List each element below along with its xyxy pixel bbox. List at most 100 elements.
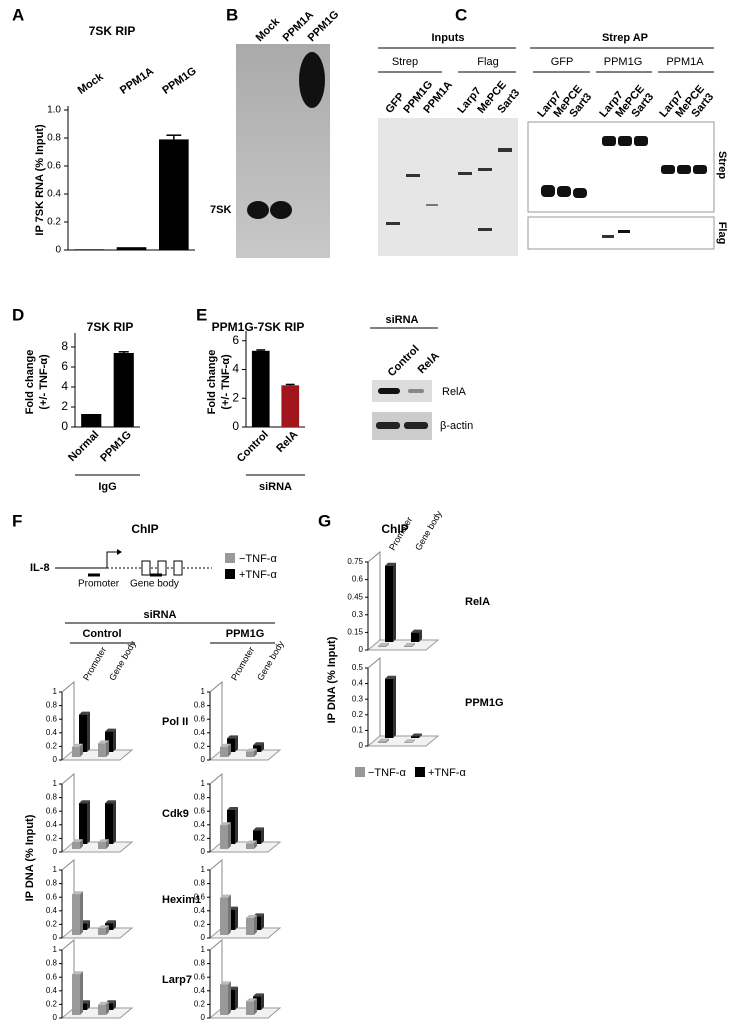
y-tick-label: 0.6 — [194, 714, 206, 723]
x-tick-label: Gene body — [255, 639, 286, 683]
y-tick-label: 0.6 — [46, 714, 58, 723]
y-tick-label: 0.4 — [46, 986, 58, 995]
bar — [98, 842, 106, 849]
bar-side — [235, 735, 238, 752]
y-tick-label: 6 — [61, 359, 68, 373]
bar-side — [80, 971, 83, 1015]
bar-side — [80, 839, 83, 849]
bar-side — [412, 642, 415, 647]
bar-side — [254, 840, 257, 849]
bar-side — [113, 1000, 116, 1010]
row-label: Strep — [716, 151, 728, 179]
y-tick-label: 0.4 — [46, 906, 58, 915]
y-tick-label: 0.8 — [194, 879, 206, 888]
floor — [366, 639, 440, 651]
bar-top — [220, 894, 231, 898]
y-tick-label: 0.8 — [194, 701, 206, 710]
y-tick-label: 0.5 — [352, 663, 364, 672]
y-tick-label: 0.3 — [352, 610, 364, 619]
band — [602, 235, 614, 238]
bar-side — [393, 562, 396, 642]
y-tick-label: 1 — [53, 779, 58, 788]
bar-top — [253, 742, 264, 746]
legend-swatch — [415, 767, 425, 777]
band-label: 7SK — [210, 204, 231, 216]
lane-label: Control — [386, 343, 422, 379]
y-tick-label: 0.8 — [46, 701, 58, 710]
bar-side — [254, 748, 257, 757]
x-tick-label: Promoter — [81, 645, 108, 682]
bar-side — [254, 915, 257, 935]
legend-swatch — [355, 767, 365, 777]
bar — [220, 746, 228, 757]
bar — [246, 843, 254, 849]
band — [376, 422, 400, 429]
bar-top — [246, 998, 257, 1002]
group-label: siRNA — [385, 314, 418, 326]
bar-side — [419, 629, 422, 642]
bar — [72, 746, 80, 757]
chart-title: ChIP — [381, 522, 408, 536]
band — [573, 188, 587, 198]
y-axis-label: Fold change — [24, 350, 36, 415]
bar — [220, 897, 228, 935]
bar-side — [261, 913, 264, 930]
y-tick-label: 0.75 — [347, 557, 363, 566]
panel-letter: E — [196, 305, 207, 324]
band — [386, 222, 400, 225]
band — [404, 422, 428, 429]
bar-side — [228, 743, 231, 757]
bar-top — [98, 740, 109, 744]
group-label: siRNA — [259, 481, 292, 493]
bar — [98, 743, 106, 757]
blot — [378, 118, 518, 256]
y-tick-label: 1 — [53, 687, 58, 696]
panel-letter: B — [226, 5, 238, 24]
error-bar — [118, 351, 129, 353]
y-tick-label: 0.6 — [194, 972, 206, 981]
title: ChIP — [131, 522, 158, 536]
x-tick-label: RelA — [274, 429, 300, 455]
y-tick-label: 0.2 — [46, 742, 58, 751]
y-tick-label: 0 — [201, 1013, 206, 1022]
group-label: PPM1A — [666, 56, 704, 68]
bar-side — [228, 822, 231, 849]
bar-side — [106, 740, 109, 757]
back-wall — [61, 772, 75, 852]
header: Strep AP — [602, 32, 648, 44]
y-tick-label: 1 — [201, 687, 206, 696]
bar — [281, 385, 300, 427]
y-tick-label: 0 — [232, 419, 239, 433]
bar — [72, 842, 80, 849]
band — [270, 201, 292, 219]
y-axis-label: Fold change — [206, 350, 218, 415]
y-tick-label: 0.45 — [347, 592, 363, 601]
y-tick-label: 0.2 — [46, 1000, 58, 1009]
panel-letter: D — [12, 305, 24, 324]
band — [426, 204, 438, 206]
y-tick-label: 1 — [201, 945, 206, 954]
bar-top — [105, 920, 116, 924]
bar-side — [80, 743, 83, 757]
y-tick-label: 0 — [201, 933, 206, 942]
bar-side — [412, 739, 415, 743]
bar-top — [253, 827, 264, 831]
y-tick-label: 0.1 — [352, 726, 364, 735]
legend-label: +TNF-α — [239, 569, 277, 581]
bar-side — [87, 800, 90, 844]
bar-side — [235, 906, 238, 930]
band — [406, 174, 420, 177]
bar-side — [261, 827, 264, 844]
group-label: PPM1G — [604, 56, 643, 68]
chart-label: Larp7 — [162, 974, 192, 986]
y-tick-label: 0 — [201, 847, 206, 856]
chart-title: 7SK RIP — [87, 320, 134, 334]
amplicon-label: Gene body — [130, 579, 179, 590]
chart-title: 7SK RIP — [89, 24, 136, 38]
x-tick-label: Gene body — [107, 639, 138, 683]
bar-top — [72, 891, 83, 895]
y-tick-label: 0.2 — [46, 834, 58, 843]
bar — [98, 928, 106, 935]
bar-side — [106, 839, 109, 849]
y-tick-label: 0 — [53, 1013, 58, 1022]
